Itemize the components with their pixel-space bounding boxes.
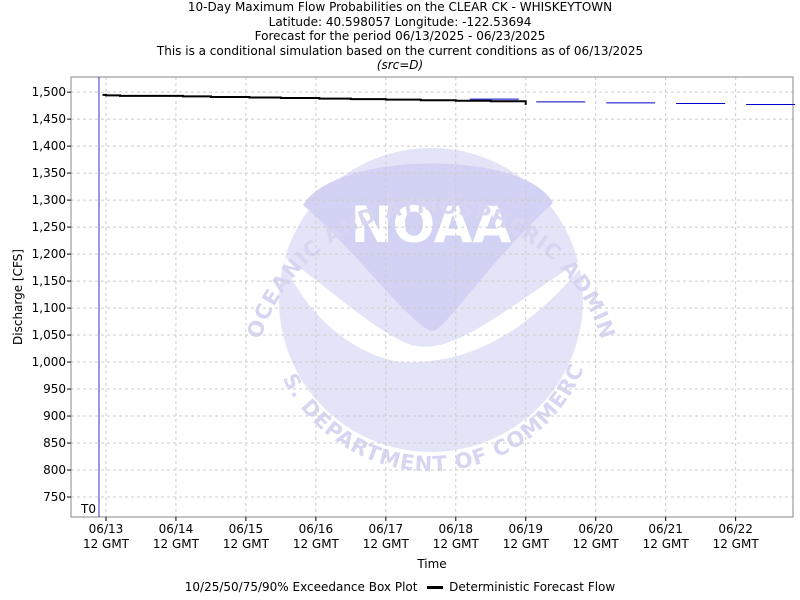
x-tick-label-time: 12 GMT (713, 537, 760, 551)
title-line-2: Latitude: 40.598057 Longitude: -122.5369… (268, 14, 532, 29)
y-tick-label: 1,200 (32, 247, 66, 261)
x-tick-label-time: 12 GMT (573, 537, 620, 551)
y-tick-label: 800 (43, 463, 66, 477)
x-tick-label-time: 12 GMT (433, 537, 480, 551)
x-tick-label-date: 06/21 (648, 522, 683, 536)
x-tick-label-time: 12 GMT (223, 537, 270, 551)
y-axis: 750 800 850 900 950 1,000 1,050 1,100 1,150 1,200… (11, 85, 71, 504)
grid-lines (71, 77, 793, 517)
x-tick-label-date: 06/18 (438, 522, 473, 536)
y-tick-label: 850 (43, 436, 66, 450)
hydrograph-chart: NOAANATIONAL OCEANIC AND ATMOSPHERIC ADM… (0, 0, 796, 571)
x-tick-label-date: 06/13 (89, 522, 124, 536)
x-tick-label-date: 06/15 (229, 522, 264, 536)
x-tick-label-time: 12 GMT (503, 537, 550, 551)
y-tick-label: 1,150 (32, 274, 66, 288)
t0-label: T0 (80, 502, 96, 516)
y-tick-label: 900 (43, 409, 66, 423)
x-axis-label: Time (416, 557, 446, 571)
deterministic-flow-line (102, 93, 527, 105)
x-tick-label-date: 06/16 (299, 522, 334, 536)
x-tick-label-date: 06/22 (718, 522, 753, 536)
y-tick-label: 1,350 (32, 166, 66, 180)
x-tick-label-date: 06/19 (508, 522, 543, 536)
y-tick-label: 1,050 (32, 328, 66, 342)
chart-subtitle: (src=D) (376, 58, 424, 72)
y-tick-label: 1,400 (32, 139, 66, 153)
x-tick-label-date: 06/14 (159, 522, 194, 536)
y-tick-label: 1,300 (32, 193, 66, 207)
y-tick-label: 1,100 (32, 301, 66, 315)
x-tick-label-time: 12 GMT (83, 537, 130, 551)
title-line-1: 10-Day Maximum Flow Probabilities on the… (187, 0, 613, 14)
x-tick-label-time: 12 GMT (363, 537, 410, 551)
y-tick-label: 1,250 (32, 220, 66, 234)
legend-line-swatch (427, 586, 444, 589)
legend-box-plot-label: 10/25/50/75/90% Exceedance Box Plot (184, 580, 418, 594)
x-tick-label-date: 06/17 (369, 522, 404, 536)
y-tick-label: 1,000 (32, 355, 66, 369)
title-line-4: This is a conditional simulation based o… (156, 43, 644, 58)
x-tick-label-time: 12 GMT (293, 537, 340, 551)
x-tick-label-time: 12 GMT (643, 537, 690, 551)
watermark-bird-shape (303, 163, 553, 331)
x-tick-label-time: 12 GMT (153, 537, 200, 551)
y-tick-label: 1,500 (32, 85, 66, 99)
y-tick-label: 750 (43, 490, 66, 504)
plot-frame (70, 76, 794, 518)
watermark-wave-shape (281, 255, 583, 363)
y-tick-label: 1,450 (32, 112, 66, 126)
watermark-noaa-text: NOAA (351, 196, 512, 254)
chart-legend: 10/25/50/75/90% Exceedance Box Plot Dete… (0, 580, 800, 594)
y-tick-label: 950 (43, 382, 66, 396)
chart-titles: 10-Day Maximum Flow Probabilities on the… (0, 0, 800, 73)
box-plot-series (469, 98, 796, 106)
title-line-3: Forecast for the period 06/13/2025 - 06/… (254, 29, 546, 43)
x-tick-label-date: 06/20 (578, 522, 613, 536)
legend-line-label: Deterministic Forecast Flow (449, 580, 616, 594)
y-axis-label: Discharge [CFS] (11, 249, 25, 345)
